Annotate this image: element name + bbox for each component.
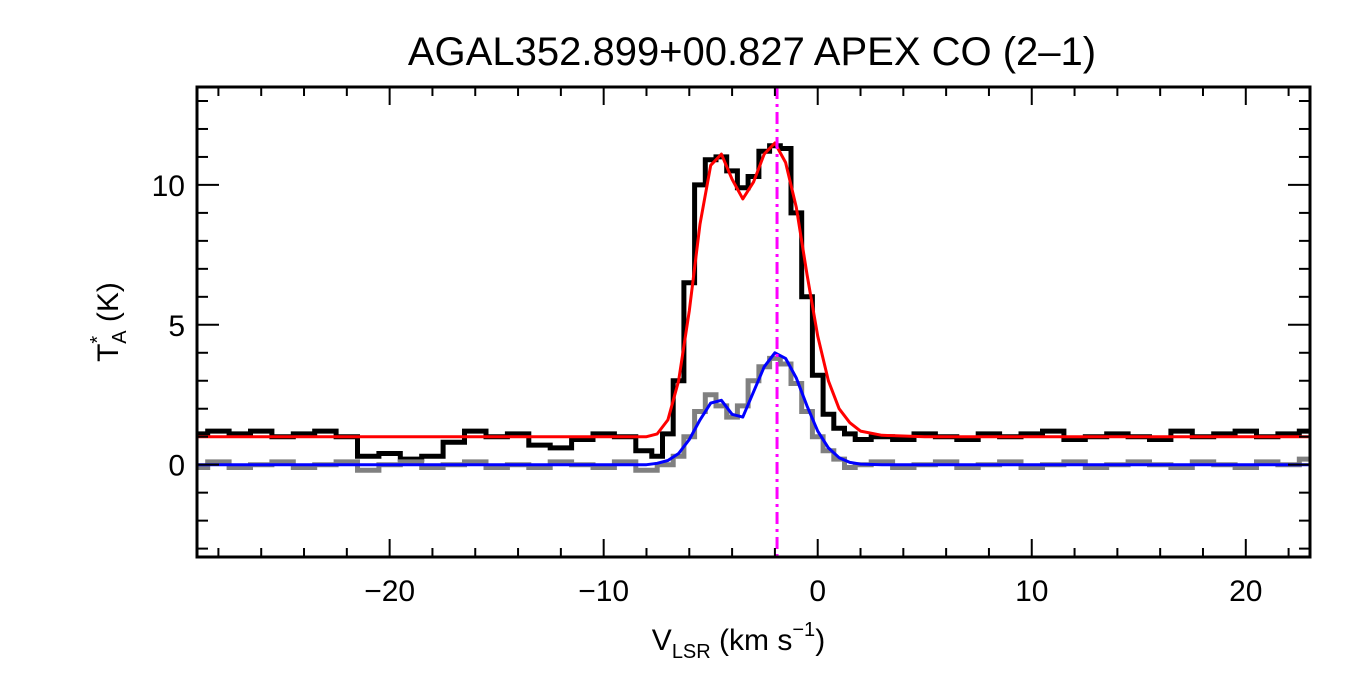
y-tick-label: 10 <box>152 170 185 203</box>
y-axis-label-main: T <box>92 344 125 362</box>
x-axis-label-sub: LSR <box>672 641 711 663</box>
series-layer <box>197 141 1310 473</box>
series-1-histogram <box>197 355 1310 473</box>
y-tick-label: 5 <box>168 310 185 343</box>
y-axis-label-unit: (K) <box>92 282 125 330</box>
x-axis-label-unit: (km s <box>711 624 793 657</box>
y-axis-label-sup: * <box>87 336 109 344</box>
x-tick-label: 0 <box>809 575 826 608</box>
series-3-fit-line <box>197 351 1310 467</box>
tick-layer: −20 −10 0 10 20 0 5 10 <box>152 87 1310 608</box>
y-axis-label-sub: A <box>109 330 131 344</box>
y-tick-label: 0 <box>168 450 185 483</box>
x-tick-label: −10 <box>578 575 629 608</box>
x-axis-label-sup: −1 <box>792 619 815 641</box>
plot-frame <box>195 85 1312 559</box>
x-tick-label: 10 <box>1015 575 1048 608</box>
x-axis-label-close: ) <box>815 624 825 657</box>
x-axis-label-main: V <box>652 624 672 657</box>
x-axis-label: VLSR (km s−1) <box>652 619 825 663</box>
series-2-fit-line <box>197 141 1310 439</box>
x-tick-label: 20 <box>1229 575 1262 608</box>
chart-title: AGAL352.899+00.827 APEX CO (2–1) <box>408 30 1096 74</box>
y-axis-label: T*A (K) <box>87 282 131 362</box>
x-tick-label: −20 <box>364 575 415 608</box>
series-0-histogram <box>197 143 1310 462</box>
